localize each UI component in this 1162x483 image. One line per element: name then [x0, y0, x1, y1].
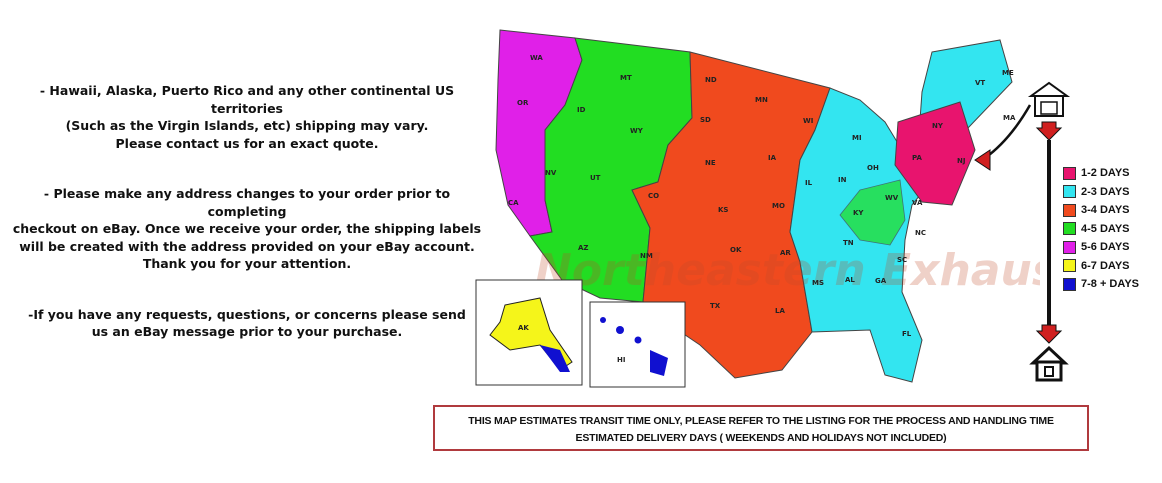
transit-legend: 1-2 DAYS 2-3 DAYS 3-4 DAYS 4-5 DAYS 5-6 … — [1063, 164, 1139, 294]
route-line — [1047, 140, 1051, 325]
legend-swatch — [1063, 166, 1076, 180]
legend-item: 1-2 DAYS — [1063, 164, 1139, 183]
note-line: - Please make any address changes to you… — [43, 186, 451, 219]
legend-swatch — [1063, 277, 1076, 291]
note-territories: - Hawaii, Alaska, Puerto Rico and any ot… — [8, 82, 486, 152]
shipping-notes: - Hawaii, Alaska, Puerto Rico and any ot… — [8, 82, 486, 341]
state-label: IA — [768, 154, 777, 162]
transit-notice-box: THIS MAP ESTIMATES TRANSIT TIME ONLY, PL… — [433, 405, 1089, 451]
note-line: us an eBay message prior to your purchas… — [91, 324, 403, 339]
note-line: Thank you for your attention. — [142, 256, 352, 271]
legend-label: 1-2 DAYS — [1081, 167, 1130, 180]
state-label: SC — [897, 256, 907, 264]
legend-item: 4-5 DAYS — [1063, 220, 1139, 239]
legend-label: 3-4 DAYS — [1081, 204, 1130, 217]
note-line: checkout on eBay. Once we receive your o… — [12, 221, 482, 236]
legend-item: 5-6 DAYS — [1063, 238, 1139, 257]
house-icon — [1029, 345, 1069, 382]
state-label: CO — [648, 192, 659, 200]
note-line: (Such as the Virgin Islands, etc) shippi… — [65, 118, 429, 133]
legend-swatch — [1063, 259, 1076, 273]
state-label: AK — [518, 324, 529, 332]
state-label: IN — [838, 176, 847, 184]
note-line: will be created with the address provide… — [19, 238, 475, 254]
state-label: MO — [772, 202, 785, 210]
region-4-5-days-east — [839, 179, 906, 246]
state-label: NV — [545, 169, 557, 177]
warehouse-icon — [1027, 81, 1071, 117]
watermark-text: Northeastern Exhaust — [535, 245, 1040, 296]
state-label: FL — [902, 330, 912, 338]
legend-label: 5-6 DAYS — [1081, 241, 1130, 254]
state-label: AR — [780, 249, 791, 257]
state-label: ME — [1002, 69, 1014, 77]
legend-label: 7-8 + DAYS — [1081, 278, 1139, 291]
state-label: HI — [617, 356, 625, 364]
state-label: CA — [508, 199, 519, 207]
state-label: WA — [530, 54, 543, 62]
state-label: MI — [852, 134, 862, 142]
state-label: TX — [710, 302, 721, 310]
state-label: VA — [912, 199, 923, 207]
legend-swatch — [1063, 222, 1076, 236]
state-label: MT — [620, 74, 632, 82]
alaska-inset: AK — [475, 279, 583, 386]
state-label: UT — [590, 174, 601, 182]
legend-item: 7-8 + DAYS — [1063, 275, 1139, 294]
state-label: AZ — [578, 244, 589, 252]
state-label: OK — [730, 246, 742, 254]
state-label: NM — [640, 252, 653, 260]
legend-swatch — [1063, 203, 1076, 217]
legend-item: 2-3 DAYS — [1063, 183, 1139, 202]
state-label: NJ — [957, 157, 965, 165]
state-label: NE — [705, 159, 716, 167]
arrow-down-icon — [1035, 324, 1063, 344]
state-label: PA — [912, 154, 922, 162]
us-shipping-map: Northeastern Exhaust WA OR CA ID NV MT W… — [475, 29, 1040, 388]
state-label: WI — [803, 117, 813, 125]
state-label: OR — [517, 99, 529, 107]
legend-label: 6-7 DAYS — [1081, 259, 1130, 272]
legend-swatch — [1063, 185, 1076, 199]
state-label: KY — [853, 209, 864, 217]
state-label: WY — [630, 127, 644, 135]
notice-line: ESTIMATED DELIVERY DAYS ( WEEKENDS AND H… — [575, 432, 947, 444]
nj-pointer-arrow — [984, 104, 1032, 160]
state-label: ND — [705, 76, 717, 84]
legend-swatch — [1063, 240, 1076, 254]
state-label: TN — [843, 239, 854, 247]
state-label: LA — [775, 307, 785, 315]
state-label: NC — [915, 229, 926, 237]
state-label: MA — [1003, 114, 1016, 122]
legend-item: 6-7 DAYS — [1063, 257, 1139, 276]
state-label: WV — [885, 194, 899, 202]
state-label: OH — [867, 164, 879, 172]
state-label: NY — [932, 122, 944, 130]
state-label: KS — [718, 206, 728, 214]
state-label: AL — [845, 276, 855, 284]
note-requests: -If you have any requests, questions, or… — [8, 306, 486, 341]
state-label: MS — [812, 279, 824, 287]
note-line: Please contact us for an exact quote. — [115, 135, 379, 151]
legend-label: 4-5 DAYS — [1081, 222, 1130, 235]
nj-arrowhead — [974, 149, 991, 171]
note-address-changes: - Please make any address changes to you… — [8, 185, 486, 273]
state-labels: WA OR CA ID NV MT WY UT AZ CO NM ND SD N… — [508, 54, 1016, 338]
state-label: GA — [875, 277, 887, 285]
notice-line: THIS MAP ESTIMATES TRANSIT TIME ONLY, PL… — [468, 415, 1054, 427]
state-label: ID — [577, 106, 586, 114]
state-label: VT — [975, 79, 985, 87]
note-line: -If you have any requests, questions, or… — [28, 306, 466, 322]
note-line: - Hawaii, Alaska, Puerto Rico and any ot… — [39, 83, 455, 116]
legend-item: 3-4 DAYS — [1063, 201, 1139, 220]
legend-label: 2-3 DAYS — [1081, 185, 1130, 198]
state-label: SD — [700, 116, 711, 124]
hawaii-inset: HI — [589, 301, 686, 388]
region-1-2-days — [894, 101, 976, 206]
state-label: IL — [805, 179, 813, 187]
state-label: MN — [755, 96, 768, 104]
delivery-route — [1027, 81, 1071, 382]
arrow-down-icon — [1035, 121, 1063, 141]
